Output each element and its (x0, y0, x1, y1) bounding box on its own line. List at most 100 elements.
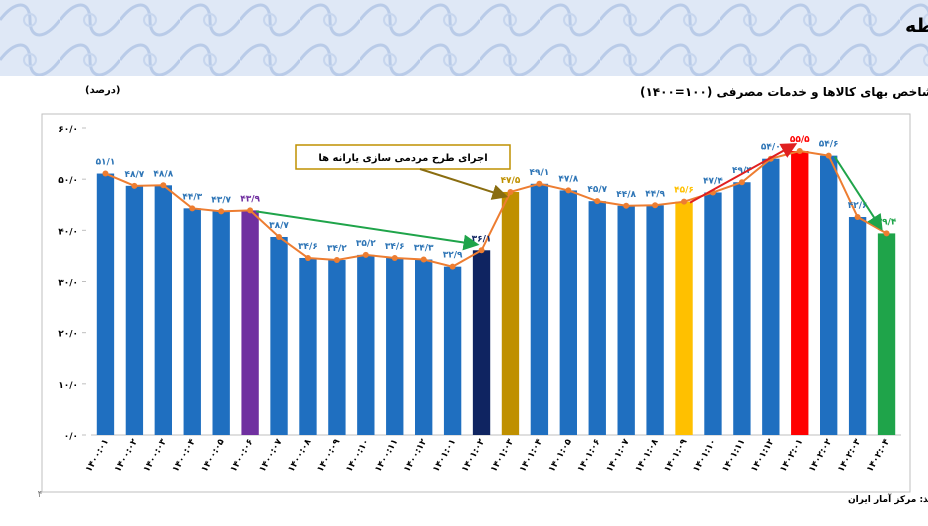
bar (675, 201, 693, 435)
line-marker (623, 202, 630, 209)
bar (96, 173, 115, 435)
value-label: ۵۴/۰ (761, 143, 781, 153)
bar (183, 208, 201, 435)
bar (386, 257, 404, 435)
x-tick-label: ۱۴۰۲:۰۱ (778, 438, 805, 475)
bar (530, 183, 549, 435)
bar (762, 158, 780, 435)
y-tick-label: ۱۰/۰ (58, 381, 78, 391)
value-label: ۴۹/۱ (530, 168, 550, 178)
x-tick-label: ۱۴۰۱:۰۷ (605, 437, 632, 474)
value-label: ۴۴/۸ (616, 190, 636, 200)
bar (588, 201, 606, 435)
value-label: ۳۹/۴ (877, 217, 897, 227)
x-tick-label: ۱۴۰۰:۰۴ (171, 437, 198, 474)
annotation-arrow (419, 168, 509, 200)
bar (501, 191, 520, 435)
y-tick-label: ۲۰/۰ (58, 330, 78, 340)
trend-arrow (833, 156, 883, 231)
y-unit: (درصد) (85, 85, 120, 96)
x-tick-label: ۱۴۰۲:۰۴ (865, 437, 892, 474)
y-tick-label: ۰/۰ (64, 432, 78, 442)
value-label: ۳۴/۶ (385, 242, 405, 252)
bar (877, 233, 896, 435)
x-tick-label: ۱۴۰۰:۱۲ (402, 437, 429, 474)
line-marker (507, 188, 514, 195)
value-label: ۳۸/۷ (269, 221, 289, 231)
line-marker (247, 207, 254, 214)
x-tick-label: ۱۴۰۰:۰۸ (287, 437, 314, 474)
x-tick-label: ۱۴۰۱:۰۴ (518, 437, 545, 474)
value-label: ۳۶/۱ (472, 234, 492, 244)
x-tick-label: ۱۴۰۱:۰۳ (489, 437, 516, 474)
bar (299, 257, 317, 435)
bar (733, 182, 751, 435)
x-tick-label: ۱۴۰۱:۰۱ (431, 438, 458, 475)
bar (328, 260, 346, 435)
x-tick-label: ۱۴۰۲:۰۲ (807, 437, 834, 474)
page-number: ۴ (38, 490, 43, 500)
x-tick-label: ۱۴۰۰:۱۰ (344, 438, 371, 475)
bar (848, 217, 867, 435)
value-label: ۴۳/۷ (211, 195, 231, 205)
line-marker (131, 182, 138, 189)
line-marker (681, 198, 688, 205)
chart-frame (41, 113, 911, 493)
x-tick-label: ۱۴۰۲:۰۳ (836, 437, 863, 474)
value-label: ۵۵/۵ (790, 135, 810, 145)
value-label: ۴۵/۷ (587, 185, 607, 195)
trend-line (105, 150, 888, 268)
line-marker (652, 202, 659, 209)
value-label: ۴۴/۳ (182, 192, 202, 202)
line-marker (738, 179, 745, 186)
line-marker (594, 198, 601, 205)
bar (559, 190, 577, 435)
value-label: ۳۲/۹ (443, 251, 463, 261)
header-band (0, 0, 928, 76)
y-tick-label: ۳۰/۰ (58, 279, 78, 289)
value-label: ۴۵/۶ (674, 186, 694, 196)
annotation: اجرای طرح مردمی سازی یارانه ها (318, 153, 487, 164)
bar (443, 266, 462, 435)
x-tick-label: ۱۴۰۱:۰۵ (547, 437, 574, 474)
line-marker (796, 148, 803, 155)
bar (241, 210, 259, 435)
value-label: ۴۸/۷ (125, 170, 145, 180)
x-tick-label: ۱۴۰۱:۰۸ (634, 437, 661, 474)
line-marker (218, 208, 225, 215)
x-tick-label: ۱۴۰۱:۱۱ (721, 438, 748, 475)
line-marker (825, 152, 832, 159)
value-label: ۴۳/۹ (240, 194, 260, 204)
x-tick-label: ۱۴۰۱:۰۶ (576, 438, 603, 475)
y-tick-label: ۵۰/۰ (58, 176, 78, 186)
y-tick-label: ۴۰/۰ (58, 227, 78, 237)
line-marker (391, 254, 398, 261)
value-label: ۴۷/۸ (558, 174, 578, 184)
x-tick-label: ۱۴۰۱:۱۰ (692, 438, 719, 475)
bar (646, 205, 664, 435)
value-label: ۴۷/۵ (501, 176, 521, 186)
line-marker (536, 180, 543, 187)
line-marker (304, 254, 311, 261)
value-label: ۴۸/۸ (153, 169, 173, 179)
line-marker (276, 233, 283, 240)
value-label: ۴۴/۹ (645, 189, 665, 199)
chart-title: تورم نقطه به نقطه شاخص بهای کالاها و خدم… (640, 85, 928, 100)
line-marker (420, 256, 427, 263)
bar (820, 155, 838, 435)
bar (125, 185, 144, 435)
line-marker (449, 263, 456, 270)
source: ماخذ: مرکز آمار ایران (848, 493, 928, 505)
bar (270, 236, 288, 435)
value-label: ۴۹/۴ (732, 166, 752, 176)
x-tick-label: ۱۴۰۰:۰۶ (229, 438, 256, 475)
annotation-box (295, 144, 511, 170)
line-marker (362, 251, 369, 258)
line-marker (333, 257, 340, 264)
line-marker (854, 214, 861, 221)
bar (791, 151, 809, 435)
value-label: ۵۱/۱ (96, 158, 116, 168)
value-label: ۴۲/۶ (848, 201, 868, 211)
slide-title: تحولات نرخ تورم مصرف کننده– تورم نقطه به… (905, 15, 928, 37)
